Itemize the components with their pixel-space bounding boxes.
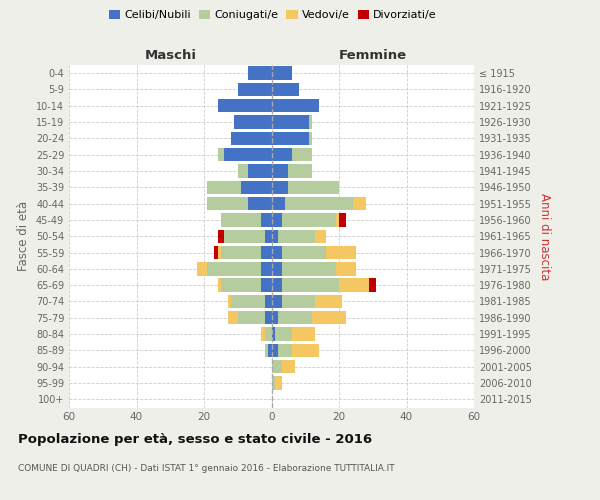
Bar xyxy=(271,230,278,243)
Bar xyxy=(265,344,268,357)
Bar xyxy=(265,295,271,308)
Bar xyxy=(281,246,325,259)
Bar xyxy=(265,311,271,324)
Bar xyxy=(271,148,292,162)
Bar xyxy=(208,180,241,194)
Text: Femmine: Femmine xyxy=(338,50,407,62)
Bar xyxy=(271,180,289,194)
Bar xyxy=(248,197,271,210)
Bar xyxy=(271,295,281,308)
Bar xyxy=(271,344,278,357)
Bar xyxy=(292,148,312,162)
Bar xyxy=(227,295,231,308)
Bar xyxy=(281,262,335,276)
Bar xyxy=(248,66,271,80)
Bar xyxy=(308,132,312,145)
Bar xyxy=(308,116,312,129)
Bar xyxy=(370,278,376,292)
Bar xyxy=(262,214,271,226)
Bar xyxy=(265,230,271,243)
Bar xyxy=(235,116,271,129)
Bar xyxy=(271,360,281,374)
Bar xyxy=(218,99,271,112)
Bar xyxy=(221,214,262,226)
Bar xyxy=(271,278,281,292)
Bar xyxy=(248,164,271,177)
Bar xyxy=(208,197,248,210)
Bar xyxy=(224,230,265,243)
Bar xyxy=(271,83,299,96)
Text: COMUNE DI QUADRI (CH) - Dati ISTAT 1° gennaio 2016 - Elaborazione TUTTITALIA.IT: COMUNE DI QUADRI (CH) - Dati ISTAT 1° ge… xyxy=(18,464,395,473)
Bar xyxy=(281,360,295,374)
Bar xyxy=(353,197,366,210)
Bar xyxy=(271,376,275,390)
Bar xyxy=(214,246,218,259)
Bar xyxy=(278,230,316,243)
Bar xyxy=(292,344,319,357)
Bar xyxy=(208,262,262,276)
Bar xyxy=(238,311,265,324)
Bar xyxy=(271,311,278,324)
Text: Popolazione per età, sesso e stato civile - 2016: Popolazione per età, sesso e stato civil… xyxy=(18,432,372,446)
Bar xyxy=(278,344,292,357)
Bar xyxy=(224,148,271,162)
Bar xyxy=(289,180,339,194)
Bar xyxy=(316,230,325,243)
Bar xyxy=(268,344,271,357)
Bar xyxy=(278,311,312,324)
Bar xyxy=(271,66,292,80)
Bar xyxy=(339,278,370,292)
Bar xyxy=(271,116,308,129)
Bar xyxy=(271,132,308,145)
Bar xyxy=(221,246,262,259)
Bar xyxy=(325,246,356,259)
Bar xyxy=(335,262,356,276)
Bar xyxy=(275,376,281,390)
Bar xyxy=(262,278,271,292)
Bar xyxy=(241,180,271,194)
Bar xyxy=(218,246,221,259)
Bar xyxy=(289,164,312,177)
Bar xyxy=(262,328,265,341)
Bar xyxy=(271,164,289,177)
Text: Maschi: Maschi xyxy=(144,50,196,62)
Bar xyxy=(281,278,339,292)
Bar xyxy=(262,262,271,276)
Bar xyxy=(238,164,248,177)
Bar xyxy=(231,295,265,308)
Y-axis label: Anni di nascita: Anni di nascita xyxy=(538,192,551,280)
Bar xyxy=(285,197,353,210)
Bar xyxy=(271,246,281,259)
Bar xyxy=(275,328,292,341)
Bar xyxy=(218,148,224,162)
Bar xyxy=(312,311,346,324)
Bar xyxy=(218,278,221,292)
Bar xyxy=(238,83,271,96)
Bar xyxy=(227,311,238,324)
Bar xyxy=(271,197,285,210)
Bar xyxy=(339,214,346,226)
Bar xyxy=(271,328,275,341)
Legend: Celibi/Nubili, Coniugati/e, Vedovi/e, Divorziati/e: Celibi/Nubili, Coniugati/e, Vedovi/e, Di… xyxy=(105,6,441,25)
Bar xyxy=(231,132,271,145)
Bar xyxy=(271,214,281,226)
Bar xyxy=(262,246,271,259)
Bar xyxy=(271,262,281,276)
Y-axis label: Fasce di età: Fasce di età xyxy=(17,201,30,272)
Bar xyxy=(292,328,316,341)
Bar xyxy=(281,295,316,308)
Bar xyxy=(197,262,208,276)
Bar xyxy=(316,295,343,308)
Bar xyxy=(265,328,271,341)
Bar xyxy=(221,278,262,292)
Bar xyxy=(281,214,335,226)
Bar xyxy=(271,99,319,112)
Bar xyxy=(218,230,224,243)
Bar xyxy=(335,214,339,226)
